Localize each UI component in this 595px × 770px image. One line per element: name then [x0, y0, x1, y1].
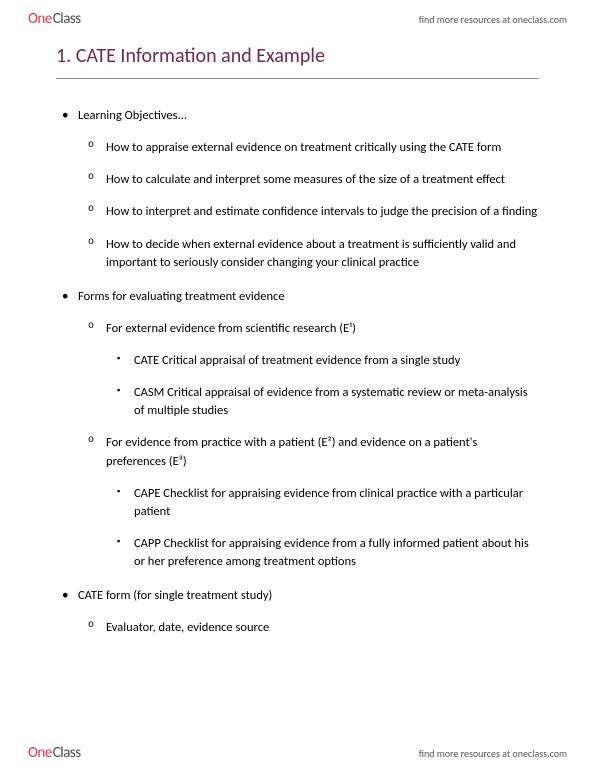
list-item: CATE form (for single treatment study) E… [78, 587, 539, 637]
brand-logo: OneClass [28, 10, 81, 28]
outline-list: Learning Objectives... How to appraise e… [56, 107, 539, 637]
page-header: OneClass find more resources at oneclass… [0, 0, 595, 34]
brand-part1: One [28, 744, 52, 762]
list-item: How to calculate and interpret some meas… [106, 171, 539, 189]
list-item-text: Forms for evaluating treatment evidence [78, 289, 285, 304]
sub-list: For external evidence from scientific re… [78, 320, 539, 571]
list-item-text: CAPP Checklist for appraising evidence f… [134, 536, 529, 569]
document-body: 1. CATE Information and Example Learning… [0, 34, 595, 637]
list-item-text: Learning Objectives... [78, 108, 187, 123]
list-item-text: How to decide when external evidence abo… [106, 237, 516, 270]
brand-logo-footer: OneClass [28, 744, 81, 762]
list-item-text: Evaluator, date, evidence source [106, 620, 269, 635]
page-footer: OneClass find more resources at oneclass… [0, 744, 595, 762]
list-item: CAPP Checklist for appraising evidence f… [134, 535, 539, 571]
sub-sub-list: CATE Critical appraisal of treatment evi… [106, 352, 539, 420]
list-item: For external evidence from scientific re… [106, 320, 539, 421]
list-item: Forms for evaluating treatment evidence … [78, 288, 539, 571]
list-item: How to decide when external evidence abo… [106, 236, 539, 272]
list-item: How to appraise external evidence on tre… [106, 139, 539, 157]
list-item: Learning Objectives... How to appraise e… [78, 107, 539, 272]
list-item: For evidence from practice with a patien… [106, 434, 539, 571]
list-item-text: For external evidence from scientific re… [106, 321, 356, 336]
list-item: CAPE Checklist for appraising evidence f… [134, 485, 539, 521]
header-resource-link[interactable]: find more resources at oneclass.com [419, 13, 567, 26]
list-item-text: CAPE Checklist for appraising evidence f… [134, 486, 523, 519]
list-item: CASM Critical appraisal of evidence from… [134, 384, 539, 420]
list-item-text: For evidence from practice with a patien… [106, 435, 477, 468]
brand-part2: Class [53, 10, 81, 28]
list-item: CATE Critical appraisal of treatment evi… [134, 352, 539, 370]
sub-list: Evaluator, date, evidence source [78, 619, 539, 637]
footer-resource-link[interactable]: find more resources at oneclass.com [419, 747, 567, 760]
list-item-text: How to appraise external evidence on tre… [106, 140, 501, 155]
list-item-text: How to calculate and interpret some meas… [106, 172, 505, 187]
sub-list: How to appraise external evidence on tre… [78, 139, 539, 272]
list-item-text: CASM Critical appraisal of evidence from… [134, 385, 528, 418]
brand-part1: One [28, 10, 52, 28]
page-title: 1. CATE Information and Example [56, 44, 539, 79]
brand-part2: Class [53, 744, 81, 762]
list-item-text: CATE Critical appraisal of treatment evi… [134, 353, 460, 368]
sub-sub-list: CAPE Checklist for appraising evidence f… [106, 485, 539, 572]
list-item: Evaluator, date, evidence source [106, 619, 539, 637]
list-item: How to interpret and estimate confidence… [106, 203, 539, 221]
list-item-text: How to interpret and estimate confidence… [106, 204, 537, 219]
list-item-text: CATE form (for single treatment study) [78, 588, 272, 603]
